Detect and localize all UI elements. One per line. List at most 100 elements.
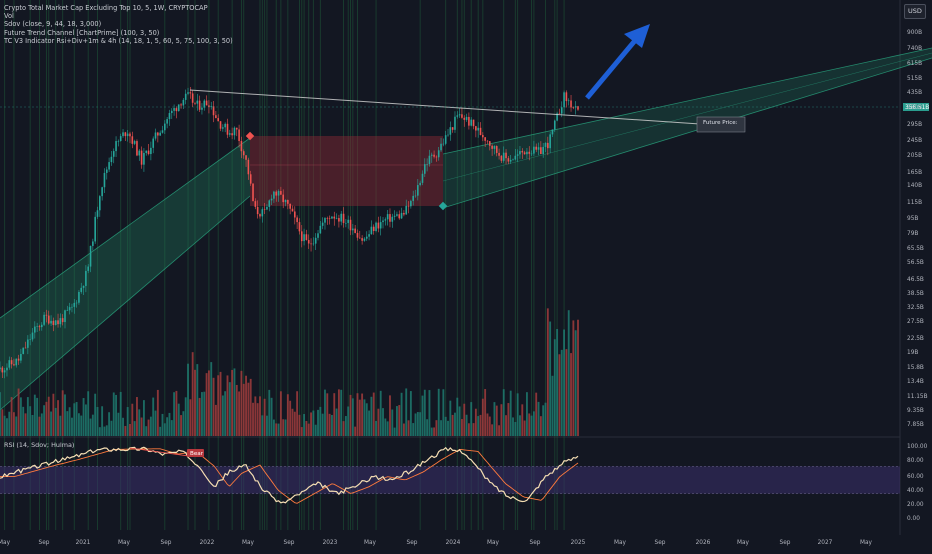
volume-bar <box>96 406 99 436</box>
candle-body <box>154 132 157 139</box>
volume-bar <box>54 407 57 436</box>
volume-bar <box>486 413 489 436</box>
indicator-tc-v3[interactable]: TC V3 Indicator Rsi+Div+1m & 4h (14, 18,… <box>4 36 233 45</box>
indicator-volume[interactable]: Vol <box>4 12 14 21</box>
candle-body <box>270 198 273 201</box>
candle-body <box>396 214 398 216</box>
price-tick-label: 95B <box>907 216 918 222</box>
volume-bar <box>539 416 542 436</box>
candle-body <box>161 130 164 133</box>
axes: 900B 740B 615B 515B 435B 350B 295B 245B 205B 165B… <box>0 30 928 546</box>
volume-bar <box>191 352 194 436</box>
volume-bar <box>124 425 127 436</box>
volume-bar <box>344 416 347 436</box>
volume-bar <box>224 391 227 436</box>
candle-body <box>71 306 73 308</box>
volume-bar <box>437 388 440 436</box>
price-tick-label: 65.5B <box>907 246 924 252</box>
candle-body <box>256 206 259 215</box>
volume-bar <box>80 415 83 436</box>
candle-body <box>324 218 326 223</box>
volume-bar <box>142 400 145 436</box>
volume-bar <box>307 423 310 436</box>
candle-body <box>412 195 415 201</box>
volume-bar <box>470 402 473 436</box>
candle-body <box>47 315 50 324</box>
candle-body <box>296 217 298 223</box>
volume-bar <box>365 403 368 436</box>
price-tick-label: 295B <box>907 122 922 128</box>
candle-body <box>326 218 329 219</box>
candle-body <box>470 119 473 126</box>
candle-body <box>574 106 577 108</box>
candle-body <box>59 318 62 325</box>
volume-bar <box>519 415 521 436</box>
volume-bar <box>528 413 531 436</box>
volume-bar <box>194 369 196 436</box>
currency-button[interactable]: USD <box>904 4 926 19</box>
volume-bar <box>430 427 433 436</box>
volume-bar <box>321 413 324 436</box>
candle-body <box>456 115 459 117</box>
volume-bar <box>108 412 111 436</box>
volume-bar <box>382 408 384 436</box>
volume-bar <box>530 415 533 436</box>
candle-body <box>389 214 391 222</box>
volume-bar <box>254 396 257 436</box>
volume-bar <box>477 416 480 436</box>
candle-body <box>228 133 231 135</box>
volume-bar <box>491 424 494 436</box>
candle-body <box>363 238 366 241</box>
volume-bar <box>3 415 6 436</box>
volume-bar <box>379 390 382 436</box>
rsi-title[interactable]: RSI (14, Sdov; Hulma) <box>4 441 75 449</box>
volume-bar <box>47 396 50 436</box>
volume-bar <box>64 394 66 436</box>
volume-bar <box>368 410 371 436</box>
volume-bar <box>535 392 538 436</box>
indicator-sdov[interactable]: Sdov (close, 9, 44, 18, 3,000) <box>4 20 102 29</box>
candle-body <box>479 127 482 136</box>
candle-body <box>163 123 166 131</box>
candle-body <box>444 135 447 144</box>
volume-bar <box>57 400 59 436</box>
candle-body <box>170 110 173 114</box>
price-tick-label: 32.5B <box>907 305 924 311</box>
price-tick-label: 38.5B <box>907 291 924 297</box>
candle-body <box>305 234 308 241</box>
volume-bar <box>247 382 250 436</box>
candle-body <box>468 116 470 126</box>
candle-body <box>495 146 498 153</box>
volume-bar <box>423 389 426 436</box>
candle-body <box>482 135 484 138</box>
candle-body <box>175 108 178 112</box>
bear-label: Bear <box>190 451 204 457</box>
candle-body <box>217 118 220 122</box>
candle-body <box>502 152 505 161</box>
candle-body <box>222 127 224 129</box>
candle-body <box>157 132 159 136</box>
candle-body <box>293 211 296 218</box>
candle-body <box>8 360 11 368</box>
candle-body <box>361 238 363 241</box>
candle-body <box>280 191 282 195</box>
volume-bar <box>33 394 36 436</box>
candle-body <box>516 154 519 156</box>
candle-body <box>94 216 96 242</box>
candle-body <box>108 162 110 170</box>
candle-body <box>352 228 354 231</box>
volume-bar <box>560 349 563 436</box>
candle-body <box>201 107 203 110</box>
indicator-future-trend-channel[interactable]: Future Trend Channel [ChartPrime] (100, … <box>4 28 160 37</box>
candle-body <box>560 107 563 114</box>
volume-bar <box>94 393 97 436</box>
candle-body <box>275 191 278 196</box>
candle-body <box>419 182 421 186</box>
volume-bar <box>433 427 436 436</box>
chart-title[interactable]: Crypto Total Market Cap Excluding Top 10… <box>4 4 208 12</box>
volume-bar <box>189 399 192 436</box>
volume-bar <box>203 391 206 436</box>
candle-body <box>203 100 206 108</box>
